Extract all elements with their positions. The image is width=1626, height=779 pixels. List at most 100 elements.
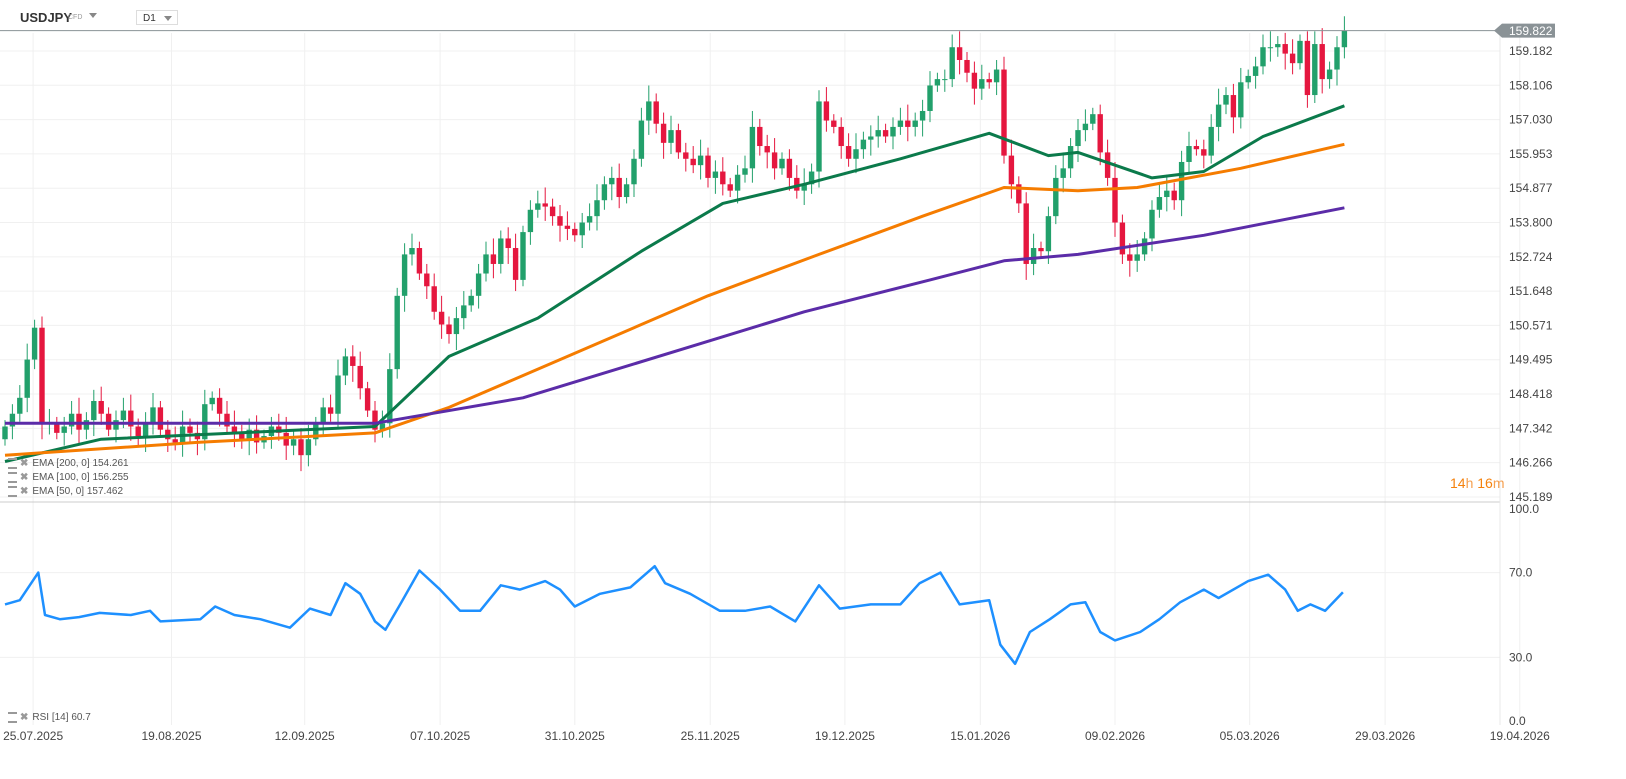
- candle-down: [786, 158, 793, 178]
- candle-down: [794, 177, 800, 191]
- candle-up: [1312, 44, 1318, 96]
- candle-up: [897, 120, 904, 127]
- legend-ema50[interactable]: ✖ EMA [50, 0] 157.462: [8, 486, 123, 498]
- settings-icon[interactable]: [8, 458, 17, 469]
- date-tick-label: 31.10.2025: [545, 729, 605, 743]
- candle-down: [986, 79, 992, 83]
- candle-down: [424, 273, 430, 287]
- close-icon[interactable]: ✖: [20, 712, 29, 724]
- candle-up: [1252, 66, 1259, 76]
- settings-icon[interactable]: [8, 472, 17, 483]
- close-icon[interactable]: ✖: [20, 472, 29, 484]
- candle-up: [483, 254, 489, 274]
- candle-up: [912, 120, 918, 127]
- candle-down: [39, 327, 45, 424]
- candle-up: [1186, 146, 1192, 162]
- candle-down: [1230, 95, 1237, 118]
- chevron-down-icon[interactable]: [89, 13, 97, 18]
- legend-ema200[interactable]: ✖ EMA [200, 0] 154.261: [8, 458, 129, 470]
- candle-down: [446, 324, 452, 335]
- candle-down: [838, 126, 844, 147]
- candle-down: [1112, 177, 1118, 223]
- candle-down: [882, 130, 889, 137]
- candle-up: [1045, 216, 1052, 252]
- date-tick-label: 19.08.2025: [141, 729, 201, 743]
- candle-down: [224, 413, 230, 427]
- candle-down: [165, 429, 171, 440]
- candle-up: [808, 171, 815, 185]
- rsi-label: RSI [14]: [32, 712, 69, 724]
- candle-up: [890, 126, 896, 137]
- timeframe-value: D1: [143, 13, 156, 24]
- candle-down: [956, 47, 963, 60]
- candle-down: [231, 426, 238, 433]
- rsi-tick-label: 30.0: [1509, 650, 1533, 664]
- candle-down: [327, 407, 334, 414]
- candle-up: [927, 85, 933, 111]
- candle-up: [749, 126, 756, 169]
- date-tick-label: 19.04.2026: [1490, 729, 1550, 743]
- candle-up: [1223, 95, 1229, 105]
- candle-up: [712, 171, 719, 178]
- candle-up: [113, 420, 119, 430]
- candle-down: [1001, 69, 1007, 156]
- legend-ema100[interactable]: ✖ EMA [100, 0] 156.255: [8, 472, 129, 484]
- price-tick-label: 148.418: [1509, 387, 1553, 401]
- candle-down: [757, 126, 763, 147]
- candle-up: [586, 216, 593, 223]
- candle-up: [342, 356, 349, 376]
- candle-down: [239, 432, 245, 440]
- chart-header: USDJPY CFD D1: [0, 0, 1626, 33]
- candle-up: [68, 413, 75, 427]
- candle-up: [1341, 30, 1348, 48]
- candle-up: [816, 101, 822, 172]
- countdown-m: m: [1492, 475, 1505, 491]
- candle-up: [1326, 69, 1333, 80]
- candle-up: [91, 400, 97, 421]
- candle-down: [128, 410, 134, 427]
- price-tick-label: 158.106: [1509, 78, 1553, 92]
- candle-down: [964, 59, 970, 73]
- symbol-selector[interactable]: USDJPY: [20, 10, 73, 25]
- rsi-tick-label: 0.0: [1509, 714, 1526, 728]
- candle-up: [209, 397, 215, 405]
- candle-down: [416, 248, 423, 274]
- ema50-value: 157.462: [86, 486, 124, 498]
- ema-line-ema200: [5, 206, 1345, 425]
- ema200-value: 154.261: [92, 458, 129, 470]
- candle-down: [616, 177, 622, 198]
- ema200-label: EMA [200, 0]: [32, 458, 90, 470]
- candle-up: [83, 420, 90, 430]
- timeframe-select[interactable]: D1: [136, 10, 178, 25]
- candle-down: [1304, 40, 1311, 96]
- candle-down: [1016, 184, 1022, 204]
- date-tick-label: 15.01.2026: [950, 729, 1010, 743]
- price-tick-label: 146.266: [1509, 456, 1553, 470]
- candle-up: [1238, 82, 1244, 118]
- candle-up: [1090, 114, 1096, 124]
- candle-down: [253, 429, 260, 443]
- settings-icon[interactable]: [8, 486, 17, 497]
- legend-rsi[interactable]: ✖ RSI [14] 60.7: [8, 712, 91, 724]
- candle-up: [1260, 47, 1266, 67]
- candle-up: [1275, 44, 1281, 48]
- date-tick-label: 29.03.2026: [1355, 729, 1415, 743]
- candle-down: [823, 101, 830, 121]
- settings-icon[interactable]: [8, 712, 17, 723]
- candle-up: [120, 410, 127, 421]
- countdown-h: h: [1465, 475, 1474, 491]
- candle-up: [631, 158, 637, 185]
- candle-up: [1156, 197, 1163, 210]
- candle-up: [475, 273, 482, 296]
- candle-down: [1104, 152, 1111, 178]
- candle-down: [357, 365, 363, 389]
- ema-line-ema50: [4, 104, 1345, 463]
- rsi-tick-label: 100.0: [1509, 502, 1539, 516]
- close-icon[interactable]: ✖: [20, 458, 29, 470]
- candle-down: [216, 397, 223, 414]
- candle-down: [1171, 190, 1177, 201]
- candle-down: [690, 158, 696, 166]
- close-icon[interactable]: ✖: [20, 486, 29, 498]
- candle-up: [1067, 146, 1074, 169]
